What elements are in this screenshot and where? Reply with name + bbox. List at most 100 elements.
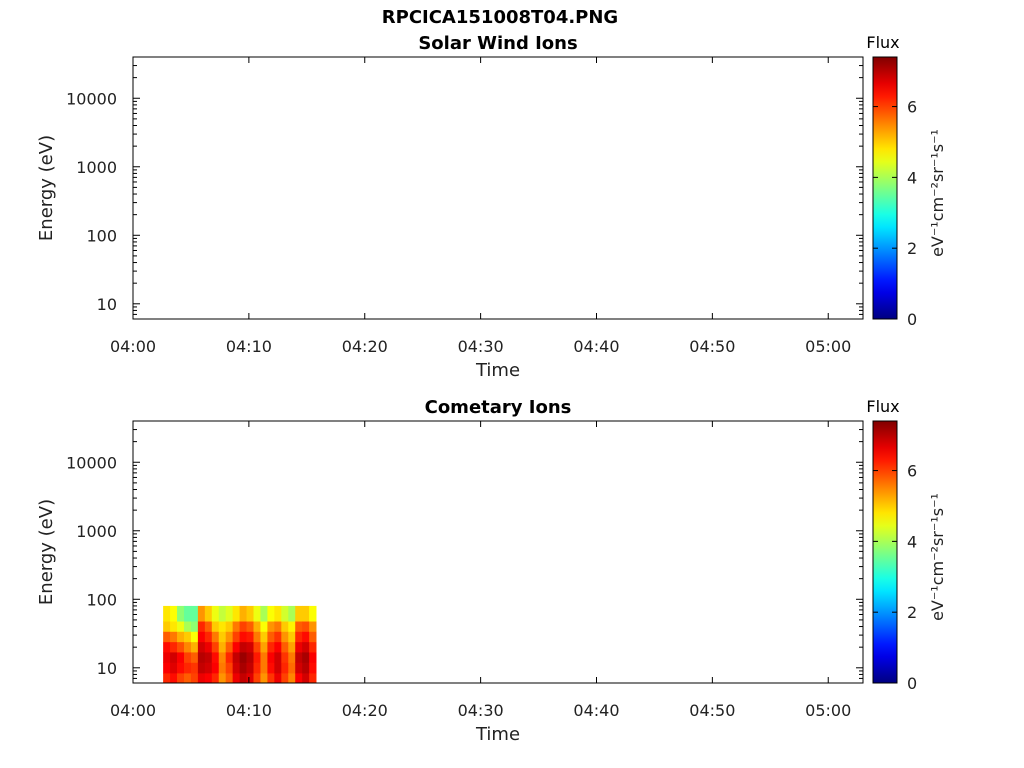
heatmap-cell: [211, 672, 220, 684]
heatmap-cell: [281, 605, 289, 622]
colorbar-unit-label: eV⁻¹cm⁻²sr⁻¹s⁻¹: [928, 129, 947, 257]
heatmap-cell: [239, 662, 247, 674]
heatmap-cell: [170, 652, 178, 663]
x-tick-label: 04:40: [573, 701, 619, 720]
heatmap-cell: [183, 672, 192, 684]
panel-title: Cometary Ions: [425, 397, 572, 418]
colorbar-title: Flux: [866, 397, 899, 416]
heatmap-cell: [295, 672, 303, 684]
heatmap-cell: [190, 605, 199, 622]
heatmap-cell: [204, 662, 213, 674]
heatmap-cell: [295, 641, 303, 653]
heatmap-cell: [190, 652, 199, 663]
heatmap-cell: [281, 641, 289, 653]
heatmap-cell: [163, 652, 171, 663]
heatmap-cell: [232, 652, 241, 663]
heatmap-cell: [274, 672, 282, 684]
heatmap-cell: [204, 631, 213, 643]
heatmap-cell: [253, 641, 261, 653]
heatmap-cell: [267, 621, 275, 632]
heatmap-cell: [267, 641, 275, 653]
heatmap-cell: [274, 605, 282, 622]
x-tick-label: 04:40: [573, 337, 619, 356]
x-tick-label: 04:00: [110, 701, 156, 720]
heatmap-cell: [260, 641, 268, 653]
heatmap-cell: [246, 652, 254, 663]
colorbar-tick-label: 0: [907, 310, 917, 329]
heatmap-cell: [288, 662, 296, 674]
plot-frame: [132, 420, 864, 684]
heatmap-cell: [253, 631, 261, 643]
heatmap-cell: [204, 641, 213, 653]
heatmap-cell: [177, 672, 185, 684]
heatmap-cell: [177, 652, 185, 663]
heatmap-cell: [302, 662, 310, 674]
colorbar-tick-label: 6: [907, 462, 917, 481]
x-tick-label: 04:10: [226, 701, 272, 720]
heatmap-cell: [288, 631, 296, 643]
heatmap-cell: [232, 631, 241, 643]
heatmap-cell: [197, 652, 206, 663]
heatmap-cell: [295, 605, 303, 622]
heatmap-cell: [177, 662, 185, 674]
heatmap-cell: [232, 605, 241, 622]
heatmap-cell: [260, 662, 268, 674]
heatmap-cell: [246, 605, 254, 622]
heatmap-cell: [253, 605, 261, 622]
heatmap-cell: [197, 621, 206, 632]
heatmap-cell: [218, 662, 227, 674]
heatmap-cell: [163, 662, 171, 674]
colorbar: [872, 420, 898, 684]
heatmap-cell: [211, 621, 220, 632]
colorbar-tick-label: 6: [907, 98, 917, 117]
heatmap-cell: [281, 631, 289, 643]
heatmap-cell: [260, 605, 268, 622]
x-tick-label: 04:30: [458, 701, 504, 720]
heatmap-cell: [288, 672, 296, 684]
heatmap-cell: [281, 621, 289, 632]
heatmap-cell: [170, 672, 178, 684]
heatmap-cell: [190, 641, 199, 653]
heatmap-cell: [246, 641, 254, 653]
heatmap-cell: [204, 652, 213, 663]
heatmap-cell: [204, 605, 213, 622]
y-tick-label: 10000: [66, 89, 117, 108]
heatmap-cell: [183, 621, 192, 632]
colorbar-tick-label: 0: [907, 674, 917, 693]
heatmap-cell: [211, 662, 220, 674]
heatmap-cell: [177, 605, 185, 622]
heatmap-cell: [232, 621, 241, 632]
heatmap-cell: [267, 672, 275, 684]
heatmap-cell: [267, 662, 275, 674]
y-tick-label: 100: [86, 590, 117, 609]
heatmap-cell: [288, 641, 296, 653]
heatmap-cell: [260, 672, 268, 684]
heatmap-cell: [295, 652, 303, 663]
colorbar-tick-label: 4: [907, 532, 917, 551]
heatmap-cell: [274, 641, 282, 653]
heatmap-cell: [218, 621, 227, 632]
heatmap-cell: [281, 672, 289, 684]
heatmap-cell: [267, 652, 275, 663]
heatmap-cell: [211, 631, 220, 643]
heatmap-cell: [239, 605, 247, 622]
y-tick-label: 1000: [76, 522, 117, 541]
heatmap-cell: [295, 662, 303, 674]
colorbar-tick-label: 4: [907, 168, 917, 187]
heatmap-cell: [197, 631, 206, 643]
heatmap-cell: [170, 662, 178, 674]
colorbar-tick-label: 2: [907, 239, 917, 258]
figure-title: RPCICA151008T04.PNG: [381, 7, 619, 28]
heatmap-cell: [190, 672, 199, 684]
heatmap-cell: [190, 662, 199, 674]
heatmap-cell: [239, 621, 247, 632]
heatmap-cell: [170, 605, 178, 622]
heatmap-cell: [225, 641, 234, 653]
heatmap-cell: [246, 631, 254, 643]
heatmap-cell: [170, 621, 178, 632]
heatmap-cell: [183, 605, 192, 622]
heatmap-cell: [281, 652, 289, 663]
heatmap-cell: [246, 662, 254, 674]
heatmap-cell: [239, 641, 247, 653]
heatmap-cell: [302, 621, 310, 632]
